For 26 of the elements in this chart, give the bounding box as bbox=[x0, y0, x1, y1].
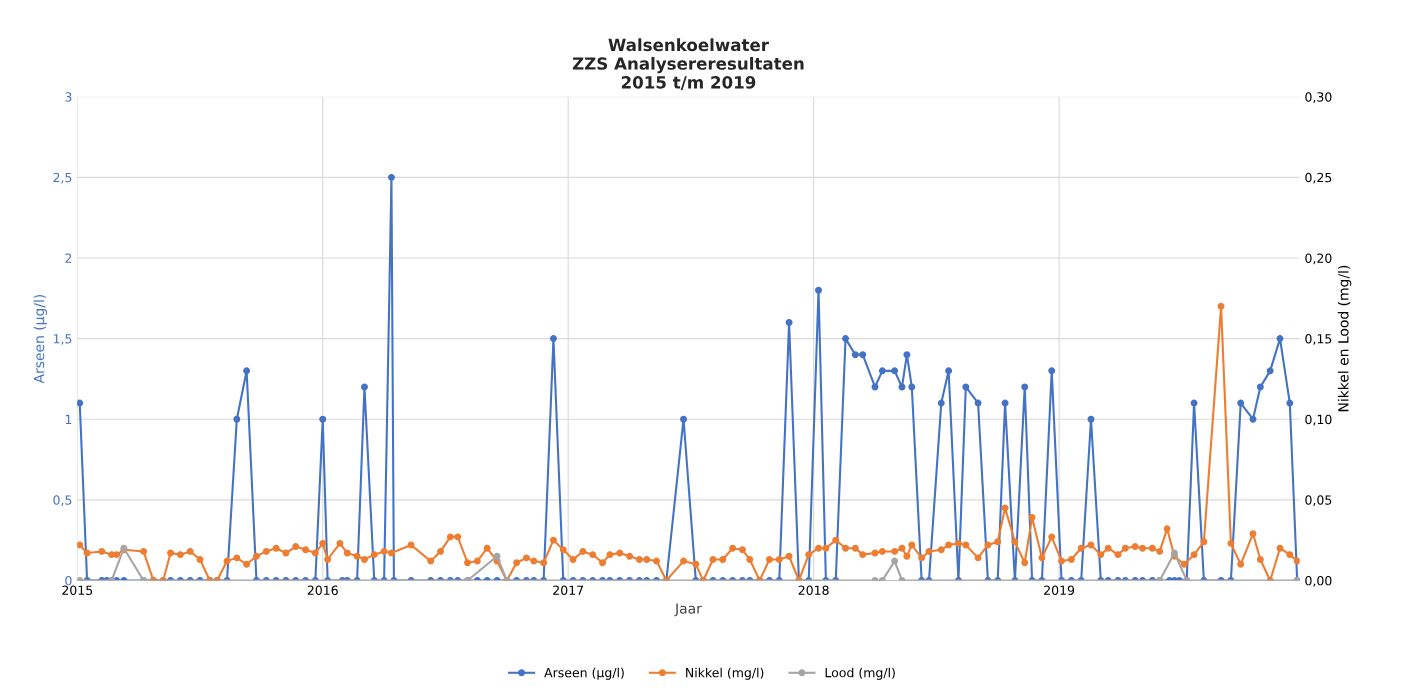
y2-tick-label: 0,20 bbox=[1305, 253, 1332, 265]
y-tick-label: 3 bbox=[65, 92, 72, 102]
y-tick-label: 2 bbox=[65, 253, 72, 263]
y2-tick-label: 0,10 bbox=[1305, 414, 1332, 426]
y2-tick-label: 0,30 bbox=[1305, 92, 1332, 103]
chart-title: Walsenkoelwater ZZS Analysereresultaten 2015 t/m 2019 bbox=[572, 38, 804, 90]
y2-tick-label: 0,15 bbox=[1305, 334, 1332, 345]
y2-axis-title: Nikkel en Lood (mg/l) bbox=[1337, 265, 1352, 412]
y2-tick-label: 0,05 bbox=[1305, 495, 1332, 507]
legend-label: Nikkel (mg/l) bbox=[686, 667, 764, 680]
y2-tick-label: 0,00 bbox=[1305, 575, 1332, 587]
x-tick-label: 2018 bbox=[798, 585, 829, 595]
y-tick-label: 0 bbox=[65, 575, 72, 586]
y-tick-label: 1 bbox=[65, 414, 72, 424]
y-axis-title: Arseen (µg/l) bbox=[33, 294, 47, 384]
y-tick-label: 2,5 bbox=[53, 172, 72, 184]
y-tick-label: 1,5 bbox=[53, 334, 72, 345]
x-tick-label: 2017 bbox=[553, 585, 584, 595]
y-tick-label: 0,5 bbox=[53, 495, 72, 507]
legend-label: Lood (mg/l) bbox=[825, 667, 895, 680]
x-tick-label: 2016 bbox=[307, 585, 338, 595]
x-axis-title: Jaar bbox=[674, 603, 702, 617]
x-tick-label: 2019 bbox=[1044, 585, 1075, 595]
y2-tick-label: 0,25 bbox=[1305, 172, 1332, 184]
legend-label: Arseen (µg/l) bbox=[544, 667, 624, 680]
x-tick-label: 2015 bbox=[62, 585, 93, 595]
